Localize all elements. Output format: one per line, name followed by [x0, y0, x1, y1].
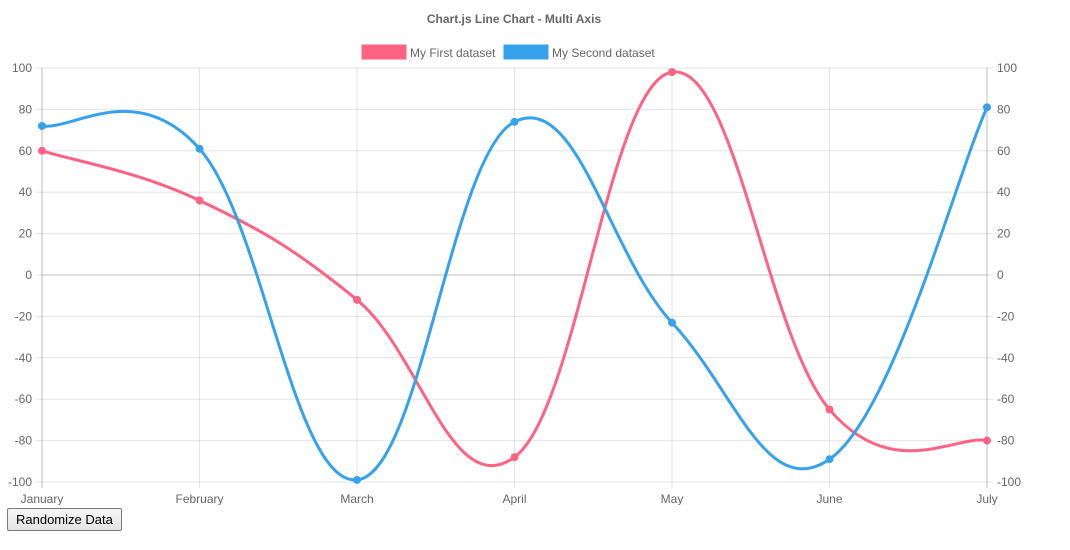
data-point [825, 455, 834, 464]
data-point [353, 475, 361, 484]
y-right-tick-label: 0 [997, 268, 1004, 282]
data-point [38, 121, 46, 130]
x-tick-label: January [21, 492, 64, 505]
data-point [38, 146, 46, 155]
x-tick-label: February [175, 492, 223, 505]
y-right-tick-label: -100 [997, 475, 1021, 489]
y-left-tick-label: 100 [12, 61, 32, 75]
y-right-tick-label: 60 [997, 144, 1011, 158]
y-right-tick-label: -80 [997, 434, 1015, 448]
y-left-tick-label: -80 [15, 434, 33, 448]
y-left-tick-label: 60 [19, 144, 33, 158]
y-right-tick-label: -20 [997, 309, 1015, 323]
x-tick-label: April [502, 492, 526, 505]
y-right-tick-label: 100 [997, 61, 1017, 75]
y-left-tick-label: -60 [15, 392, 33, 406]
y-left-tick-label: -20 [15, 309, 33, 323]
y-left-tick-label: 40 [19, 185, 33, 199]
legend-swatch [503, 44, 549, 60]
y-right-tick-label: -60 [997, 392, 1015, 406]
multi-axis-line-chart: Chart.js Line Chart - Multi Axis My First… [8, 12, 1021, 505]
data-point [668, 318, 676, 327]
y-left-tick-label: 20 [19, 227, 33, 241]
series-group [38, 103, 991, 484]
randomize-data-button[interactable]: Randomize Data [7, 508, 122, 531]
data-point [510, 117, 519, 126]
data-point [668, 68, 676, 77]
y-left-tick-label: 0 [25, 268, 32, 282]
x-tick-label: June [816, 492, 842, 505]
x-tick-label: May [661, 492, 684, 505]
x-tick-label: March [340, 492, 373, 505]
legend-item: My Second dataset [503, 44, 655, 60]
x-tick-label: July [976, 492, 997, 505]
data-point [983, 103, 991, 112]
data-point [195, 196, 204, 205]
chart-container: Chart.js Line Chart - Multi Axis My First… [8, 12, 1021, 505]
y-right-tick-label: 40 [997, 185, 1011, 199]
y-left-tick-label: 80 [19, 102, 33, 116]
chart-title: Chart.js Line Chart - Multi Axis [427, 12, 602, 26]
y-right-tick-label: -40 [997, 351, 1015, 365]
y-right-tick-label: 80 [997, 102, 1011, 116]
y-right-tick-label: 20 [997, 227, 1011, 241]
data-point [825, 405, 834, 414]
legend-label: My First dataset [410, 46, 496, 60]
data-point [195, 144, 204, 153]
legend-label: My Second dataset [552, 46, 655, 60]
data-point [983, 436, 991, 445]
y-left-tick-label: -40 [15, 351, 33, 365]
legend-swatch [361, 44, 407, 60]
y-left-tick-label: -100 [8, 475, 32, 489]
data-point [353, 295, 361, 304]
legend-item: My First dataset [361, 44, 496, 60]
data-point [510, 453, 519, 462]
